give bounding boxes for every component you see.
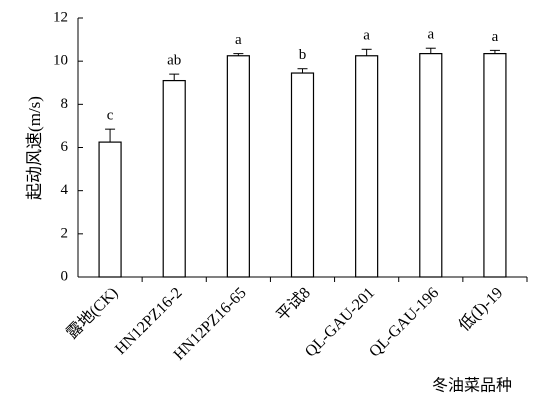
x-axis-label: 冬油菜品种	[432, 377, 512, 395]
bar	[162, 79, 186, 278]
y-tick-label: 2	[61, 225, 69, 241]
x-tick-label: QL-GAU-196	[366, 284, 442, 360]
bar	[483, 53, 507, 278]
bar	[290, 72, 315, 278]
significance-label: a	[235, 32, 242, 48]
y-tick-label: 4	[61, 182, 69, 198]
bar	[226, 55, 250, 278]
bar	[419, 53, 443, 278]
significance-label: a	[363, 28, 370, 44]
significance-label: b	[299, 47, 307, 63]
y-tick-label: 6	[61, 139, 69, 155]
bar	[355, 55, 379, 278]
y-tick-label: 0	[61, 268, 69, 284]
significance-label: a	[427, 27, 434, 43]
x-tick-label: 低(Ⅰ)-19	[455, 284, 506, 335]
significance-label: c	[107, 108, 114, 124]
significance-label: ab	[167, 53, 181, 69]
y-tick-label: 10	[53, 53, 68, 69]
y-tick-label: 8	[61, 96, 69, 112]
y-axis-label: 起动风速(m/s)	[25, 96, 44, 200]
bar	[98, 141, 122, 278]
x-tick-label: 平试8	[273, 284, 314, 325]
x-tick-label: 露地(CK)	[63, 284, 122, 343]
significance-label: a	[492, 29, 499, 45]
y-tick-label: 12	[53, 9, 68, 25]
